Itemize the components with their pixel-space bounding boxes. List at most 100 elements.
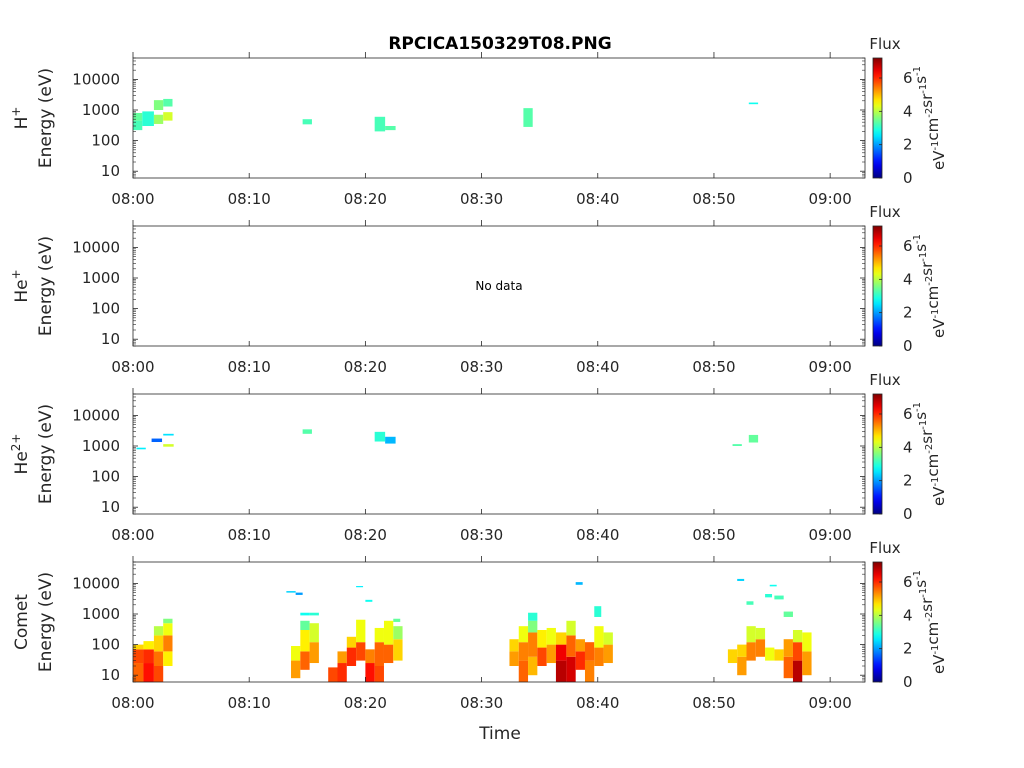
- colorbar-tick-label: 0: [903, 673, 913, 691]
- colorbar-tick-label: 0: [903, 169, 913, 187]
- heatmap-cell: [748, 434, 759, 443]
- y-tick-label: 10: [101, 666, 120, 684]
- y-axis-unit-label: Energy (eV): [36, 572, 56, 672]
- heatmap-cell: [309, 623, 319, 643]
- heatmap-cell: [393, 639, 403, 661]
- x-tick-label: 08:40: [576, 358, 619, 376]
- heatmap-cell: [575, 582, 583, 585]
- colorbar-unit-label: eV-1cm-2sr-1s-1: [912, 234, 948, 338]
- x-tick-label: 08:10: [228, 526, 271, 544]
- heatmap-cell: [523, 108, 533, 127]
- x-tick-label: 08:30: [460, 694, 503, 712]
- heatmap-cell: [603, 644, 613, 664]
- y-tick-label: 1000: [82, 437, 120, 455]
- x-tick-label: 08:40: [576, 190, 619, 208]
- heatmap-cell: [133, 663, 144, 682]
- heatmap-cell: [302, 119, 312, 125]
- heatmap-cell: [374, 431, 386, 442]
- colorbar-tick-label: 2: [903, 304, 913, 322]
- x-tick-label: 08:00: [111, 526, 154, 544]
- heatmap-cell: [755, 627, 766, 640]
- heatmap-cell: [143, 641, 154, 650]
- heatmap-cell: [746, 626, 756, 643]
- heatmap-cell: [737, 644, 747, 657]
- x-tick-label: 08:30: [460, 526, 503, 544]
- heatmap-cell: [385, 436, 396, 444]
- colorbar-tick-label: 0: [903, 337, 913, 355]
- heatmap-cell: [374, 642, 384, 666]
- heatmap-cell: [374, 116, 386, 132]
- colorbar-title: Flux: [869, 203, 900, 221]
- heatmap-cell: [300, 612, 310, 616]
- heatmap-cell: [300, 651, 310, 670]
- y-axis-species-label: He+: [9, 269, 32, 302]
- colorbar-tick-label: 0: [903, 505, 913, 523]
- x-tick-label: 08:00: [111, 358, 154, 376]
- heatmap-cell: [153, 100, 164, 110]
- heatmap-cell: [769, 584, 777, 587]
- colorbar-tick-label: 2: [903, 640, 913, 658]
- panel-1: 08:00 08:10 08:20 08:30 08:40 08:50 09:00 10 100…: [9, 203, 948, 376]
- heatmap-cell: [163, 112, 173, 121]
- x-tick-label: 09:00: [809, 526, 852, 544]
- colorbar-frame: [872, 57, 883, 179]
- colorbar-title: Flux: [869, 35, 900, 53]
- heatmap-cell: [346, 636, 357, 648]
- colorbar-tick-label: 4: [903, 102, 913, 120]
- heatmap-cell: [737, 656, 747, 676]
- heatmap-cell: [755, 639, 766, 657]
- heatmap-cell: [783, 611, 793, 617]
- heatmap-cell: [302, 429, 312, 434]
- heatmap-cell: [792, 642, 803, 661]
- heatmap-cell: [153, 114, 164, 124]
- x-axis-label: Time: [478, 724, 521, 744]
- heatmap-cell: [142, 111, 154, 127]
- y-axis-unit-label: Energy (eV): [36, 236, 56, 336]
- heatmap-cell: [603, 632, 613, 645]
- heatmap-cell: [133, 649, 144, 664]
- y-tick-label: 100: [91, 468, 120, 486]
- heatmap-cell: [309, 642, 319, 664]
- colorbar-unit-label: eV-1cm-2sr-1s-1: [912, 402, 948, 506]
- heatmap-cell: [153, 635, 164, 652]
- heatmap-cell: [528, 612, 538, 621]
- colorbar-tick-label: 4: [903, 606, 913, 624]
- heatmap-cell: [163, 433, 174, 436]
- heatmap-cell: [393, 626, 403, 640]
- heatmap-cell: [337, 651, 347, 664]
- colorbar: [873, 394, 882, 514]
- heatmap-cell: [566, 620, 576, 636]
- y-tick-label: 10000: [72, 406, 120, 424]
- heatmap-cell: [566, 656, 576, 682]
- heatmap-cell: [286, 591, 296, 593]
- plot-frame: [132, 393, 866, 515]
- y-tick-label: 10: [101, 162, 120, 180]
- x-tick-label: 09:00: [809, 358, 852, 376]
- heatmap-cell: [365, 599, 373, 602]
- heatmap-cell: [356, 642, 366, 661]
- heatmap-cell: [518, 660, 529, 682]
- colorbar: [873, 58, 882, 178]
- heatmap-cell: [584, 660, 595, 682]
- colorbar: [873, 562, 882, 682]
- heatmap-cell: [133, 644, 144, 650]
- heatmap-cell: [802, 651, 812, 676]
- heatmap-cell: [765, 594, 773, 598]
- heatmap-cell: [555, 644, 567, 661]
- panel-3: 08:00 08:10 08:20 08:30 08:40 08:50 09:00 10 100…: [12, 539, 948, 712]
- heatmap-cell: [356, 619, 366, 643]
- heatmap-cell: [365, 649, 375, 664]
- heatmap-cell: [555, 660, 567, 682]
- heatmap-cell: [746, 642, 756, 661]
- colorbar-unit-label: eV-1cm-2sr-1s-1: [912, 570, 948, 674]
- y-tick-label: 10000: [72, 238, 120, 256]
- heatmap-cell: [792, 660, 803, 682]
- heatmap-cell: [737, 578, 745, 581]
- heatmap-cell: [783, 656, 793, 679]
- colorbar: [873, 226, 882, 346]
- heatmap-cell: [748, 102, 759, 105]
- y-tick-label: 10: [101, 498, 120, 516]
- heatmap-cell: [153, 665, 164, 682]
- heatmap-cell: [163, 618, 173, 624]
